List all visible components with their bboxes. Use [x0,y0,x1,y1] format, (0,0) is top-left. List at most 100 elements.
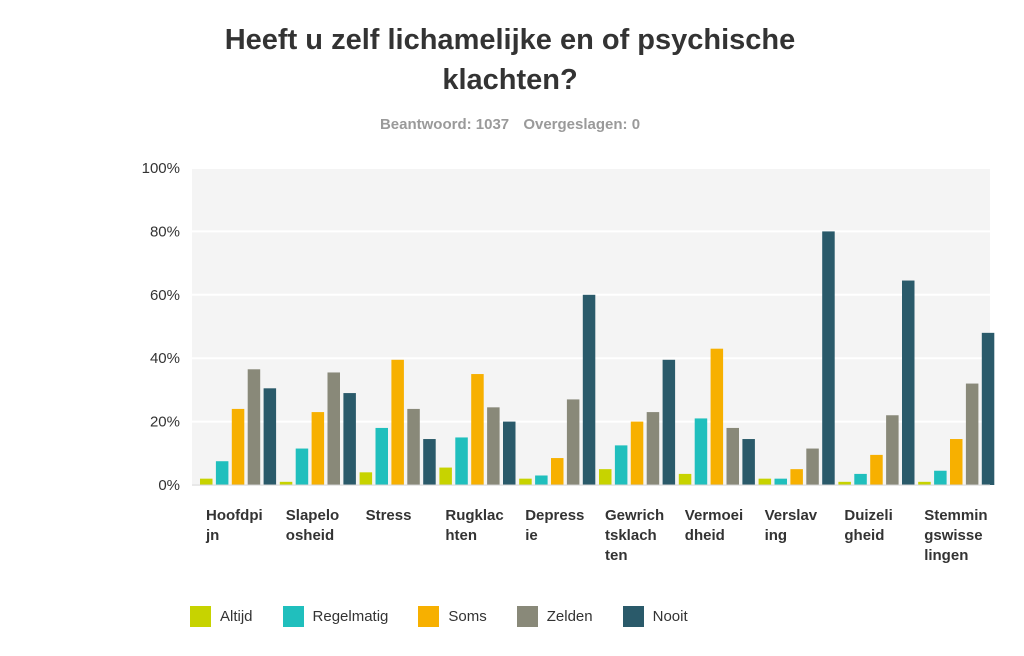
x-category-label-line: Duizeli [844,507,892,524]
bar-chart: 0% 20% 40% 60% 80% 100% Hoofdpi jn Slapelo osheid… [142,160,995,564]
x-category-label-line: gswisse [924,527,982,544]
bar-soms-6 [630,421,644,485]
bar-regelmatig-6 [614,445,628,485]
x-category-label: Rugklac hten [445,507,503,544]
bar-soms-7 [710,348,724,485]
bar-zelden-2 [327,372,340,485]
bar-soms-2 [311,412,325,485]
x-category-label-line: Depress [525,507,584,524]
bar-regelmatig-5 [535,475,548,485]
x-category-label-line: hten [445,527,477,544]
x-category-label-line: Slapelo [286,507,339,524]
legend-item-regelmatig: Regelmatig [282,606,389,627]
x-category-label: Hoofdpi jn [205,507,263,544]
y-tick-label: 80% [150,223,180,240]
legend-swatch [622,606,644,627]
y-tick-label: 100% [142,160,180,177]
bar-nooit-9 [902,280,915,485]
bar-altijd-6 [599,469,612,485]
y-tick-label: 0% [158,477,180,494]
x-category-label-line: osheid [286,527,334,544]
x-category-label: Stress [366,507,412,524]
bar-soms-8 [790,469,803,485]
legend-swatch [190,606,211,627]
chart-title: Heeft u zelf lichamelijke en of psychisc… [224,24,796,96]
bar-altijd-1 [200,478,213,485]
bar-altijd-8 [758,478,772,485]
bar-nooit-2 [343,393,356,485]
bar-nooit-3 [423,439,436,485]
bar-soms-10 [950,439,963,485]
x-category-label-line: lingen [924,547,968,564]
x-category-label-line: jn [205,527,219,544]
x-category-label-line: Vermoei [685,507,743,524]
legend-label: Nooit [652,608,688,625]
bar-zelden-5 [566,399,580,485]
bar-regelmatig-4 [455,437,468,485]
bar-nooit-6 [662,359,676,485]
bar-regelmatig-8 [774,478,787,485]
bar-nooit-10 [981,332,995,485]
bar-regelmatig-1 [215,461,229,485]
bar-regelmatig-2 [295,448,309,485]
bar-altijd-5 [519,478,532,485]
y-tick-label: 40% [150,350,180,367]
answered-count: Beantwoord: 1037 [379,116,510,133]
bar-zelden-4 [487,407,500,485]
bar-soms-4 [471,374,484,485]
bar-zelden-3 [407,408,420,485]
bar-regelmatig-9 [854,473,867,485]
bar-zelden-1 [247,369,261,485]
x-category-label: Slapelo osheid [286,507,339,544]
bar-zelden-6 [646,412,660,485]
bar-altijd-7 [678,473,692,485]
legend-item-soms: Soms [418,606,487,627]
bar-nooit-8 [822,231,835,485]
x-category-label-line: Verslav [765,507,818,524]
bar-nooit-5 [582,294,596,485]
x-category-label-line: Gewrich [605,507,664,524]
x-category-label-line: gheid [844,527,884,544]
x-category-label-line: ing [765,527,788,544]
x-category-label-line: Hoofdpi [206,507,263,524]
legend-item-zelden: Zelden [516,606,593,627]
y-tick-label: 20% [150,414,180,431]
response-summary: Beantwoord: 1037 Overgeslagen: 0 [300,116,720,133]
bar-soms-5 [551,458,564,485]
bar-soms-3 [391,359,404,485]
x-category-label-line: Rugklac [445,507,503,524]
bar-zelden-7 [726,427,739,485]
legend-swatch [516,606,538,627]
bar-altijd-4 [439,467,452,485]
x-category-label: Duizeli gheid [844,507,892,544]
y-tick-label: 60% [150,287,180,304]
legend-item-altijd: Altijd [190,606,253,627]
legend-swatch [282,606,304,627]
legend-label: Altijd [220,608,253,625]
bar-nooit-1 [263,388,277,485]
bar-soms-1 [231,408,245,485]
legend-label: Regelmatig [312,608,389,625]
bar-altijd-10 [918,481,931,485]
x-category-label-line: dheid [685,527,725,544]
x-category-label: Vermoei dheid [685,507,743,544]
x-category-label: Depress ie [525,507,584,544]
bar-zelden-10 [965,383,979,485]
x-category-label: Stemmin gswisse lingen [924,507,987,564]
legend-swatch [418,606,440,627]
bar-regelmatig-3 [375,427,388,485]
bar-altijd-2 [279,481,293,485]
bar-regelmatig-7 [694,418,708,485]
bar-zelden-8 [806,448,819,485]
bar-altijd-3 [359,472,373,485]
bar-altijd-9 [838,481,851,485]
x-category-label-line: Stemmin [924,507,987,524]
skipped-count: Overgeslagen: 0 [523,116,641,133]
bar-nooit-7 [742,439,755,485]
bar-zelden-9 [886,415,899,485]
x-category-label-line: ten [605,547,628,564]
x-category-label: Verslav ing [765,507,818,544]
bar-regelmatig-10 [934,470,947,485]
chart-legend: Altijd Regelmatig Soms Zelden Nooit [190,606,718,627]
x-category-label: Gewrich tsklach ten [605,507,664,564]
